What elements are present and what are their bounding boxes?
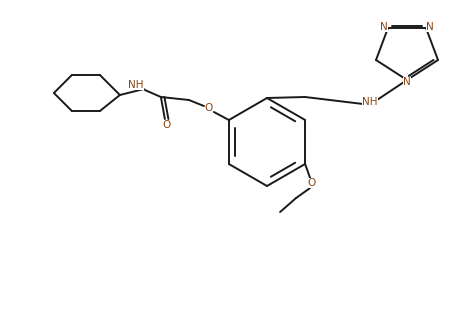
Text: O: O: [306, 178, 314, 188]
Text: NH: NH: [362, 97, 377, 107]
Text: N: N: [425, 22, 433, 32]
Text: N: N: [379, 22, 387, 32]
Text: O: O: [204, 103, 213, 113]
Text: N: N: [402, 77, 410, 87]
Text: O: O: [162, 120, 171, 130]
Text: NH: NH: [128, 80, 143, 90]
